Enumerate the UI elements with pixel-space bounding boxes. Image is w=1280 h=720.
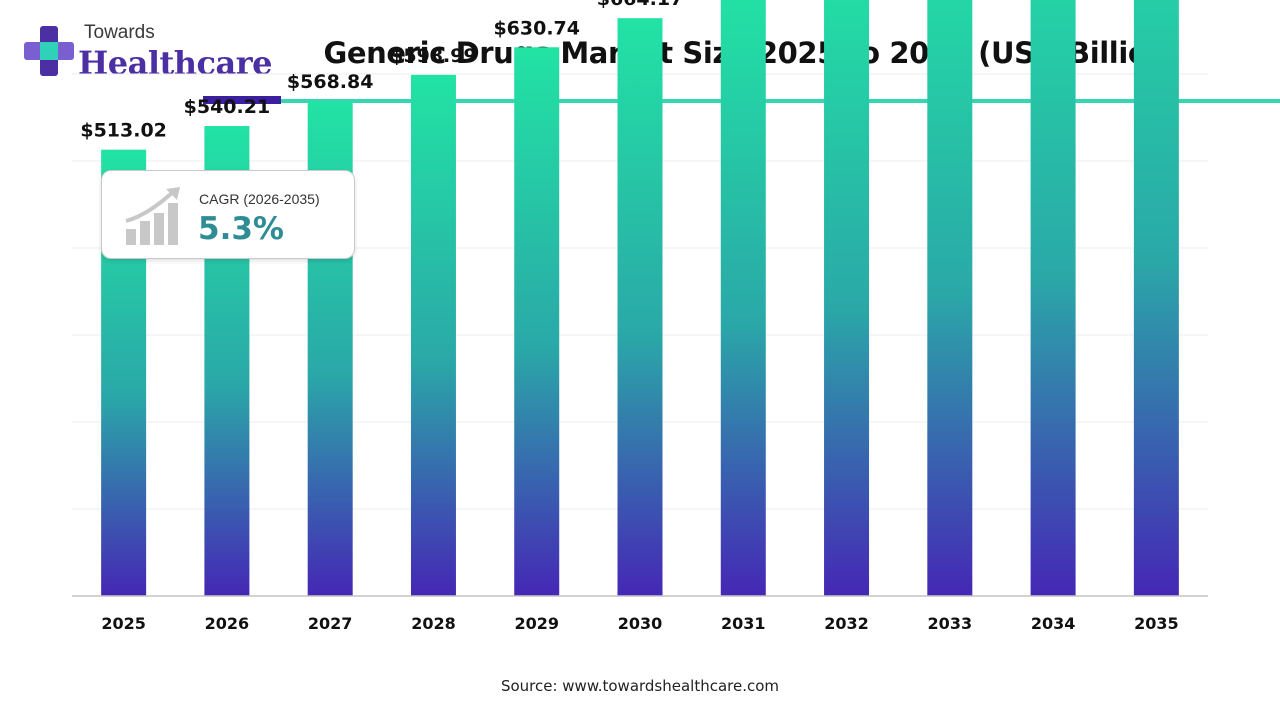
x-tick-label: 2026 bbox=[205, 614, 250, 633]
bar-value-label: $598.99 bbox=[390, 45, 477, 67]
bar-2029 bbox=[514, 47, 560, 596]
bar-value-label: $540.21 bbox=[184, 96, 271, 118]
bar-value-label: $630.74 bbox=[493, 17, 580, 39]
brand-logo: Towards Healthcare bbox=[22, 18, 272, 88]
x-tick-label: 2030 bbox=[618, 614, 663, 633]
bar-value-label: $513.02 bbox=[80, 120, 167, 142]
medical-cross-icon bbox=[24, 26, 74, 76]
cagr-label: CAGR (2026-2035) bbox=[199, 191, 320, 207]
bar-2028 bbox=[410, 74, 456, 596]
bar-value-label: $568.84 bbox=[287, 71, 374, 93]
bar-2035 bbox=[1133, 0, 1179, 596]
bar-2033 bbox=[927, 0, 973, 597]
x-tick-label: 2029 bbox=[514, 614, 559, 633]
x-tick-labels: 2025 2026 2027 2028 2029 2030 2031 2032 2033 2034… bbox=[101, 614, 1178, 633]
x-tick-label: 2032 bbox=[824, 614, 869, 633]
cagr-value: 5.3% bbox=[198, 211, 284, 247]
bar-2030 bbox=[617, 18, 663, 596]
x-tick-label: 2031 bbox=[721, 614, 766, 633]
bars bbox=[101, 0, 1179, 597]
x-tick-label: 2034 bbox=[1031, 614, 1076, 633]
logo-text-towards: Towards bbox=[84, 22, 155, 43]
x-tick-label: 2035 bbox=[1134, 614, 1179, 633]
cagr-card: CAGR (2026-2035) 5.3% bbox=[101, 170, 355, 259]
bar-2031 bbox=[720, 0, 766, 597]
bar-2032 bbox=[824, 0, 870, 596]
growth-chart-icon bbox=[125, 187, 180, 245]
x-tick-label: 2028 bbox=[411, 614, 456, 633]
logo-text-healthcare: Healthcare bbox=[78, 44, 272, 82]
x-tick-label: 2027 bbox=[308, 614, 353, 633]
bar-value-label: $664.17 bbox=[597, 0, 684, 10]
x-tick-label: 2033 bbox=[928, 614, 973, 633]
source-note: Source: www.towardshealthcare.com bbox=[500, 677, 780, 695]
data-labels: $513.02 $540.21 $568.84 $598.99 $630.74 $664.… bbox=[80, 0, 684, 142]
title-rule bbox=[281, 99, 1280, 103]
title-rule-accent bbox=[203, 96, 281, 104]
bar-2034 bbox=[1030, 0, 1076, 597]
x-tick-label: 2025 bbox=[101, 614, 146, 633]
